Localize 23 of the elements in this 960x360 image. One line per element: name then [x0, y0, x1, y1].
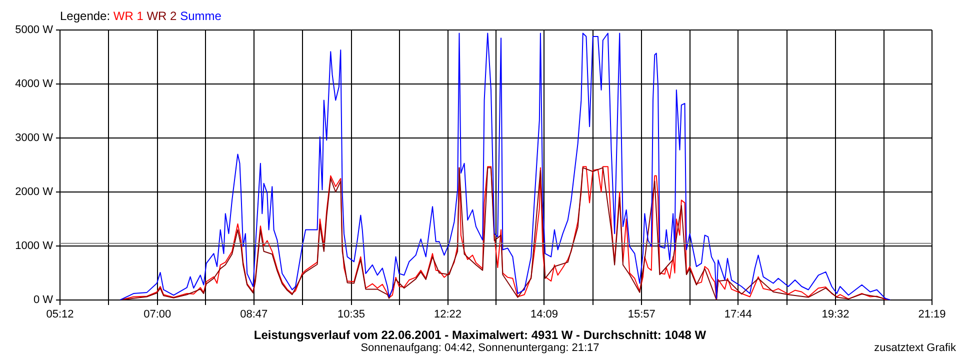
x-tick-label: 21:19 [918, 308, 946, 321]
y-tick-label: 3000 W [15, 132, 54, 144]
x-tick-label: 15:57 [628, 308, 656, 321]
legend-title: Legende: [60, 9, 112, 23]
text: WR 1 [113, 9, 144, 23]
text: zusatztext Grafik [874, 342, 956, 354]
y-tick-label: 2000 W [15, 186, 54, 198]
text: Leistungsverlauf vom 22.06.2001 - Maximalwert: 4931 W - Durchschnitt: 1048 W [252, 328, 708, 342]
y-tick-label: 1000 W [15, 240, 54, 252]
x-tick-label: 14:09 [530, 308, 558, 321]
x-tick-label: 17:44 [724, 308, 752, 321]
text: WR 2 [146, 9, 177, 23]
x-tick-label: 19:32 [822, 308, 850, 321]
x-tick-label: 10:35 [338, 308, 366, 321]
x-tick-label: 05:12 [46, 308, 74, 321]
x-tick-label: 07:00 [144, 308, 172, 321]
text: Summe [180, 9, 222, 23]
x-tick-label: 12:22 [434, 308, 462, 321]
text: Sonnenaufgang: 04:42, Sonnenuntergang: 21:17 [360, 342, 600, 354]
x-tick-label: 08:47 [240, 308, 268, 321]
y-tick-label: 0 W [33, 294, 54, 306]
y-tick-label: 4000 W [15, 78, 54, 90]
y-tick-label: 5000 W [15, 24, 54, 36]
